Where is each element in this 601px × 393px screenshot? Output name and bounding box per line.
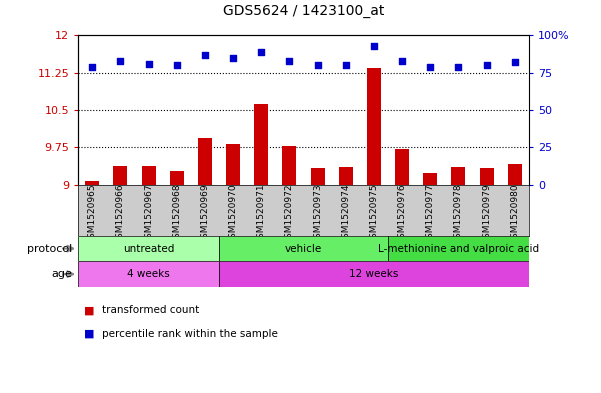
Text: age: age: [51, 269, 72, 279]
Point: [172, 62, 182, 68]
Point: [482, 62, 492, 68]
Bar: [254, 104, 268, 185]
Point: [87, 64, 97, 70]
Bar: [219, 261, 529, 287]
Point: [200, 51, 210, 58]
Point: [397, 58, 407, 64]
Bar: [423, 173, 438, 185]
Point: [454, 64, 463, 70]
Point: [257, 49, 266, 55]
Bar: [78, 261, 219, 287]
Text: protocol: protocol: [27, 244, 72, 253]
Bar: [198, 138, 212, 185]
Bar: [395, 149, 409, 185]
Point: [510, 59, 520, 65]
Bar: [480, 168, 493, 185]
Point: [369, 43, 379, 49]
Bar: [169, 171, 184, 185]
Bar: [226, 144, 240, 185]
Bar: [85, 181, 99, 185]
Point: [144, 61, 153, 67]
Bar: [311, 168, 325, 185]
Text: L-methionine and valproic acid: L-methionine and valproic acid: [378, 244, 539, 253]
Text: ■: ■: [84, 329, 98, 339]
Text: untreated: untreated: [123, 244, 174, 253]
Bar: [367, 68, 381, 185]
Bar: [508, 164, 522, 185]
Point: [285, 58, 294, 64]
Point: [313, 62, 322, 68]
Point: [228, 55, 238, 61]
Text: vehicle: vehicle: [285, 244, 322, 253]
Text: GDS5624 / 1423100_at: GDS5624 / 1423100_at: [223, 4, 384, 18]
Text: percentile rank within the sample: percentile rank within the sample: [102, 329, 278, 339]
Bar: [339, 167, 353, 185]
Point: [341, 62, 350, 68]
Point: [115, 58, 125, 64]
Bar: [451, 167, 466, 185]
Point: [426, 64, 435, 70]
Bar: [219, 236, 388, 261]
Text: 12 weeks: 12 weeks: [349, 269, 398, 279]
Bar: [114, 166, 127, 185]
Bar: [141, 166, 156, 185]
Bar: [388, 236, 529, 261]
Bar: [78, 236, 219, 261]
Text: transformed count: transformed count: [102, 305, 200, 316]
Text: ■: ■: [84, 305, 98, 316]
Text: 4 weeks: 4 weeks: [127, 269, 170, 279]
Bar: [282, 146, 296, 185]
